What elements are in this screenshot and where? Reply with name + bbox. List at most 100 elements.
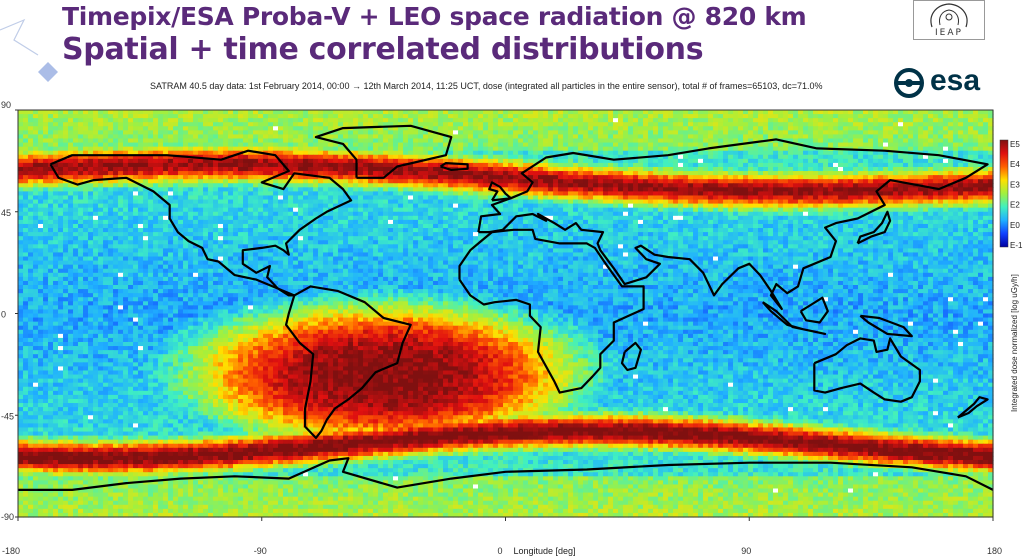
- heatmap-cell: [673, 118, 679, 123]
- heatmap-cell: [933, 114, 939, 119]
- heatmap-cell: [663, 175, 669, 180]
- heatmap-cell: [473, 195, 479, 200]
- heatmap-cell: [63, 147, 69, 152]
- heatmap-cell: [703, 179, 709, 184]
- heatmap-cell: [773, 183, 779, 188]
- heatmap-cell: [403, 155, 409, 160]
- heatmap-cell: [698, 155, 704, 160]
- heatmap-cell: [648, 191, 654, 196]
- heatmap-cell: [278, 114, 284, 119]
- heatmap-cell: [308, 126, 314, 131]
- heatmap-cell: [333, 151, 339, 156]
- heatmap-cell: [973, 163, 979, 168]
- heatmap-cell: [328, 212, 334, 217]
- heatmap-cell: [643, 126, 649, 131]
- heatmap-cell: [738, 167, 744, 172]
- heatmap-cell: [613, 191, 619, 196]
- heatmap-cell: [473, 204, 479, 209]
- heatmap-cell: [958, 167, 964, 172]
- heatmap-cell: [523, 134, 529, 139]
- heatmap-cell: [63, 191, 69, 196]
- heatmap-cell: [613, 167, 619, 172]
- heatmap-cell: [88, 126, 94, 131]
- heatmap-cell: [688, 155, 694, 160]
- heatmap-cell: [683, 200, 689, 205]
- heatmap-cell: [213, 167, 219, 172]
- heatmap-cell: [253, 143, 259, 148]
- heatmap-cell: [663, 126, 669, 131]
- heatmap-cell: [213, 134, 219, 139]
- heatmap-cell: [598, 187, 604, 192]
- heatmap-cell: [323, 183, 329, 188]
- heatmap-cell: [78, 167, 84, 172]
- heatmap-cell: [668, 200, 674, 205]
- heatmap-cell: [668, 175, 674, 180]
- heatmap-cell: [833, 151, 839, 156]
- heatmap-cell: [343, 151, 349, 156]
- heatmap-cell: [253, 159, 259, 164]
- heatmap-cell: [28, 191, 34, 196]
- heatmap-cell: [738, 114, 744, 119]
- heatmap-cell: [908, 191, 914, 196]
- heatmap-cell: [93, 147, 99, 152]
- heatmap-cell: [308, 204, 314, 209]
- heatmap-cell: [493, 155, 499, 160]
- heatmap-cell: [808, 167, 814, 172]
- heatmap-cell: [298, 212, 304, 217]
- heatmap-cell: [973, 175, 979, 180]
- heatmap-cell: [28, 195, 34, 200]
- heatmap-cell: [938, 110, 944, 115]
- heatmap-cell: [108, 191, 114, 196]
- heatmap-cell: [478, 122, 484, 127]
- heatmap-cell: [38, 163, 44, 168]
- heatmap-cell: [593, 208, 599, 213]
- heatmap-cell: [873, 195, 879, 200]
- heatmap-cell: [283, 212, 289, 217]
- heatmap-cell: [623, 126, 629, 131]
- heatmap-cell: [493, 163, 499, 168]
- heatmap-cell: [393, 191, 399, 196]
- heatmap-cell: [363, 187, 369, 192]
- heatmap-cell: [378, 134, 384, 139]
- heatmap-cell: [688, 183, 694, 188]
- heatmap-cell: [483, 171, 489, 176]
- heatmap-cell: [103, 212, 109, 217]
- heatmap-cell: [858, 114, 864, 119]
- heatmap-cell: [578, 191, 584, 196]
- heatmap-cell: [88, 114, 94, 119]
- heatmap-cell: [73, 187, 79, 192]
- heatmap-cell: [448, 187, 454, 192]
- heatmap-cell: [203, 208, 209, 213]
- heatmap-cell: [548, 143, 554, 148]
- heatmap-cell: [923, 163, 929, 168]
- heatmap-cell: [188, 200, 194, 205]
- heatmap-cell: [303, 122, 309, 127]
- heatmap-cell: [428, 200, 434, 205]
- heatmap-cell: [318, 147, 324, 152]
- heatmap-cell: [443, 187, 449, 192]
- heatmap-cell: [983, 155, 989, 160]
- heatmap-cell: [843, 118, 849, 123]
- heatmap-cell: [233, 191, 239, 196]
- heatmap-cell: [853, 171, 859, 176]
- heatmap-cell: [973, 143, 979, 148]
- heatmap-cell: [803, 191, 809, 196]
- heatmap-cell: [578, 118, 584, 123]
- heatmap-cell: [208, 208, 214, 213]
- heatmap-cell: [753, 118, 759, 123]
- heatmap-cell: [573, 171, 579, 176]
- heatmap-cell: [693, 155, 699, 160]
- heatmap-cell: [338, 114, 344, 119]
- heatmap-cell: [673, 147, 679, 152]
- heatmap-cell: [108, 143, 114, 148]
- heatmap-cell: [978, 183, 984, 188]
- heatmap-cell: [373, 110, 379, 115]
- heatmap-cell: [613, 151, 619, 156]
- heatmap-cell: [313, 204, 319, 209]
- heatmap-cell: [363, 114, 369, 119]
- heatmap-cell: [38, 122, 44, 127]
- heatmap-cell: [513, 155, 519, 160]
- heatmap-cell: [243, 122, 249, 127]
- heatmap-cell: [733, 167, 739, 172]
- heatmap-cell: [923, 155, 929, 160]
